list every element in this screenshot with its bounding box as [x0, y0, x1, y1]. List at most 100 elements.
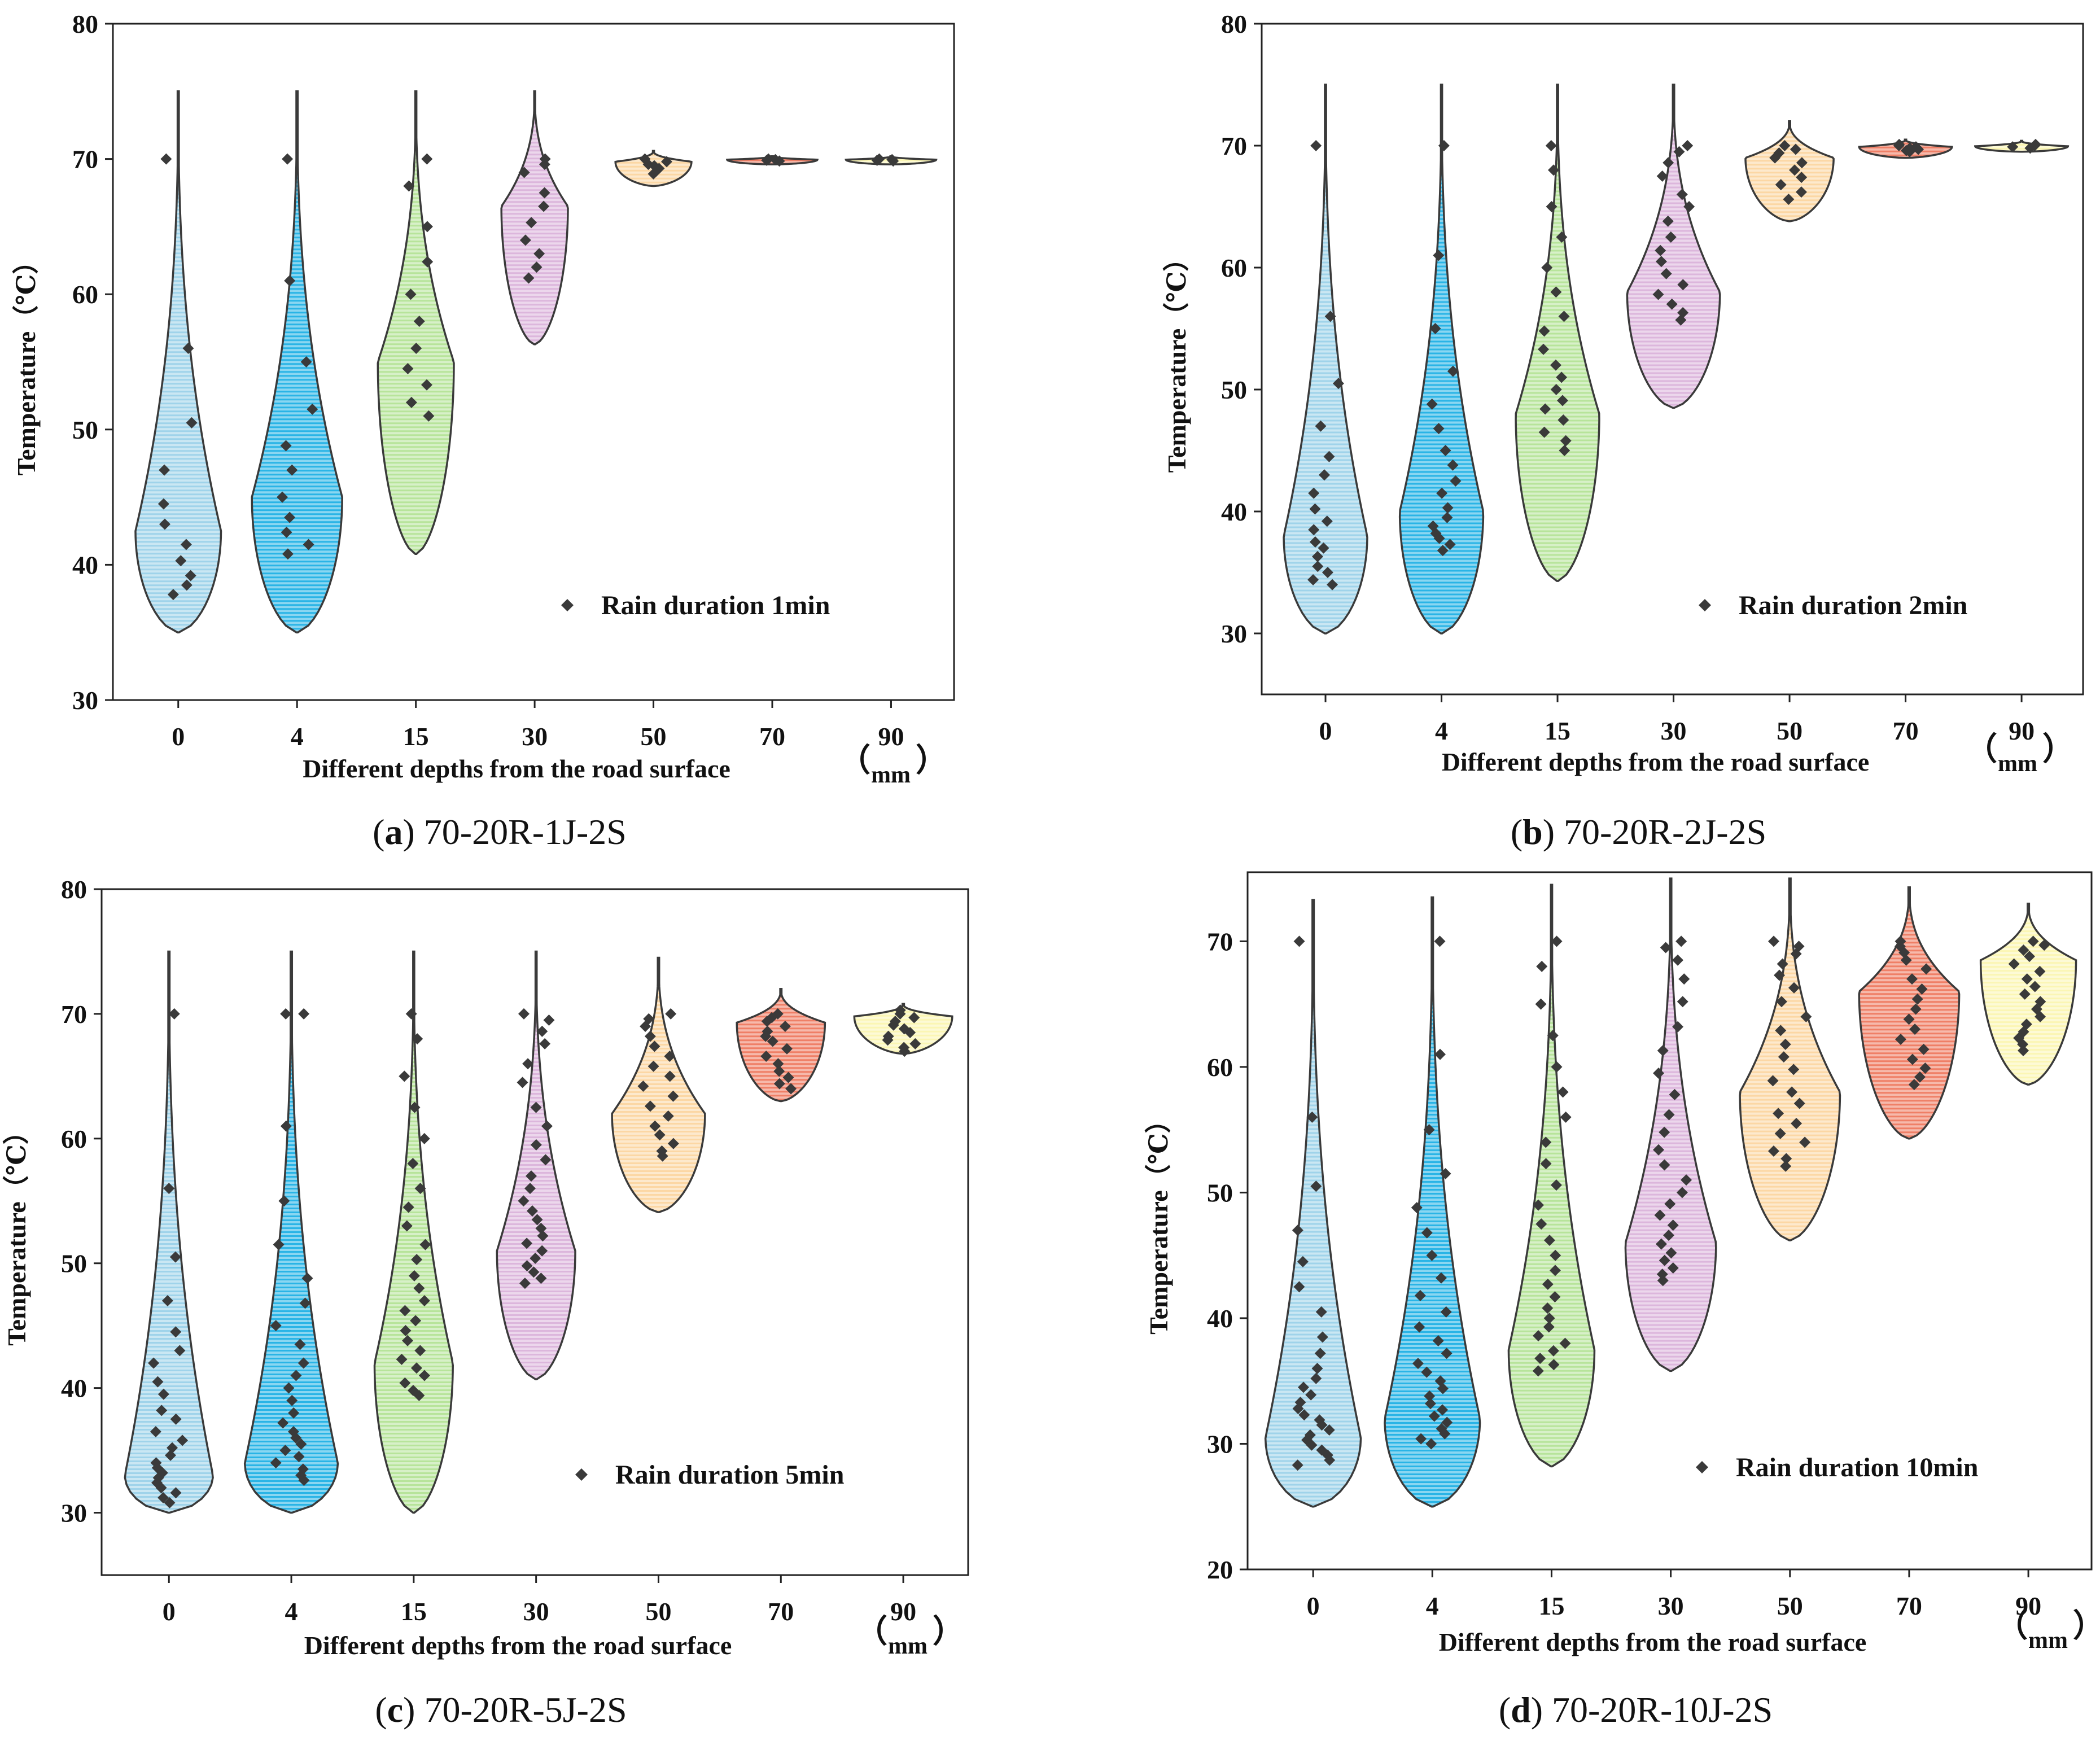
data-point: [779, 1021, 791, 1032]
data-point: [164, 1497, 176, 1508]
data-point: [1660, 268, 1672, 279]
data-point: [174, 1345, 186, 1357]
data-point: [2023, 951, 2035, 963]
x-tick-label: 15: [1538, 1591, 1564, 1620]
violin-outline: [1624, 877, 1717, 1372]
data-point: [413, 316, 425, 327]
data-point: [2019, 988, 2031, 1000]
data-point: [1437, 1404, 1449, 1416]
data-point: [1780, 1153, 1792, 1165]
data-point: [1655, 244, 1666, 256]
data-point: [283, 1382, 295, 1394]
violin-outline: [243, 950, 339, 1514]
data-point: [2018, 1044, 2029, 1056]
data-point: [414, 1183, 426, 1195]
data-point: [282, 548, 294, 560]
data-point: [1657, 1275, 1669, 1287]
data-point: [298, 1475, 310, 1486]
data-point: [1906, 1053, 1918, 1065]
data-point: [1768, 1145, 1779, 1157]
data-point: [2018, 944, 2029, 956]
data-point: [403, 180, 415, 192]
data-point: [664, 1070, 676, 1082]
x-tick-label: 4: [1426, 1591, 1439, 1620]
data-point: [1292, 1224, 1303, 1236]
data-point: [405, 1008, 417, 1020]
panel-caption: (d) 70-20R-10J-2S: [1499, 1690, 1773, 1730]
x-axis-unit: （mm）: [1996, 1608, 2100, 1654]
data-point: [1906, 973, 1918, 985]
data-point: [1775, 179, 1787, 191]
data-point: [1911, 993, 1923, 1005]
x-tick-label: 70: [768, 1597, 794, 1626]
data-point: [1660, 942, 1672, 954]
violin-outline: [614, 150, 693, 187]
data-point: [531, 261, 542, 273]
violin-outline: [1515, 84, 1600, 582]
violin-50: [1739, 877, 1841, 1241]
violin-outline: [1739, 877, 1841, 1241]
data-point: [1425, 1438, 1437, 1450]
data-point: [664, 1051, 676, 1062]
data-point: [152, 1376, 164, 1388]
data-point: [286, 464, 298, 476]
data-point: [530, 1252, 541, 1264]
plot-frame: [100, 888, 969, 1576]
data-point: [1666, 298, 1678, 310]
data-point: [1426, 1249, 1438, 1261]
data-point: [1293, 935, 1305, 947]
data-point: [1550, 1249, 1561, 1261]
data-point: [1547, 1030, 1559, 1042]
data-point: [396, 1353, 408, 1365]
x-axis-label: Different depths from the road surface: [1439, 1628, 1867, 1656]
data-point: [908, 1012, 920, 1024]
violin-90: [1979, 902, 2077, 1086]
data-point: [1442, 502, 1454, 514]
svg-text:）: ）: [916, 743, 947, 779]
data-point: [1536, 960, 1548, 972]
legend-marker: [561, 599, 574, 611]
data-point: [413, 1389, 425, 1401]
data-point: [1433, 532, 1445, 544]
data-point: [526, 217, 537, 229]
data-point: [1783, 194, 1795, 205]
data-point: [418, 1295, 430, 1306]
data-point: [541, 1120, 553, 1132]
data-point: [1306, 1439, 1318, 1451]
violin-outline: [1979, 902, 2077, 1086]
data-point: [1558, 414, 1569, 426]
data-point: [1793, 1097, 1805, 1109]
data-point: [402, 1335, 414, 1346]
data-point: [2021, 973, 2033, 985]
data-point: [156, 1405, 168, 1416]
data-point: [1540, 1158, 1552, 1170]
data-point: [288, 1407, 300, 1419]
violin-outline: [500, 90, 569, 345]
data-point: [521, 1260, 533, 1272]
data-point: [2034, 965, 2046, 977]
data-point: [277, 1417, 289, 1429]
data-point: [1314, 1348, 1326, 1359]
data-point: [1675, 314, 1687, 326]
data-point: [270, 1320, 282, 1332]
panel-caption: (c) 70-20R-5J-2S: [375, 1690, 627, 1730]
data-point: [1775, 996, 1787, 1008]
data-point: [410, 1362, 422, 1374]
data-point: [413, 1282, 425, 1294]
data-point: [761, 1016, 773, 1027]
data-point: [654, 1129, 666, 1141]
data-point: [294, 1339, 306, 1350]
x-tick-label: 90: [890, 1597, 916, 1626]
violin-outline: [1626, 84, 1721, 409]
data-point: [665, 1008, 677, 1020]
x-tick-label: 4: [1435, 716, 1448, 745]
x-tick-label: 15: [1545, 716, 1570, 745]
svg-text:mm: mm: [2028, 1628, 2068, 1654]
data-point: [1653, 1144, 1665, 1156]
data-point: [2027, 935, 2039, 947]
violin-4: [243, 950, 339, 1514]
data-point: [1292, 1403, 1304, 1415]
data-point: [148, 1357, 160, 1369]
violin-30: [496, 950, 576, 1380]
data-point: [2029, 981, 2041, 992]
